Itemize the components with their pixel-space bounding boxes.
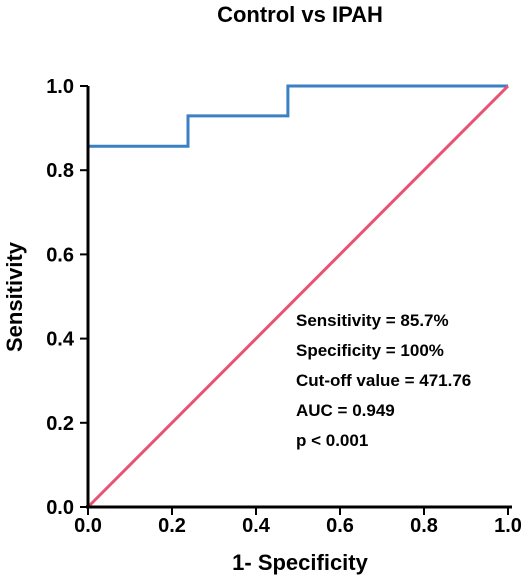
annotation-text: Cut-off value = 471.76 [296, 371, 471, 390]
annotation-text: AUC = 0.949 [296, 401, 395, 420]
x-tick-label: 0.8 [410, 515, 438, 537]
series-line-1 [86, 84, 510, 509]
x-tick-label: 0.0 [74, 515, 102, 537]
y-tick-label: 1.0 [46, 76, 74, 98]
y-ticks: 0.0 0.2 0.4 0.6 0.8 1.0 [46, 76, 88, 519]
x-tick-label: 0.2 [158, 515, 186, 537]
y-tick-label: 0.2 [46, 413, 74, 435]
x-tick-label: 0.4 [242, 515, 271, 537]
annotation-text: Sensitivity = 85.7% [296, 311, 449, 330]
y-tick-label: 0.0 [46, 497, 74, 519]
y-tick-label: 0.4 [46, 329, 75, 351]
x-tick-label: 0.6 [326, 515, 354, 537]
annotation-text: p < 0.001 [296, 431, 368, 450]
series-line-0 [88, 84, 508, 148]
y-tick-label: 0.8 [46, 160, 74, 182]
x-ticks: 0.0 0.2 0.4 0.6 0.8 1.0 [74, 507, 522, 537]
series-layer [86, 84, 510, 509]
annotation-text: Specificity = 100% [296, 341, 444, 360]
stats-annotations: Sensitivity = 85.7% Specificity = 100% Cut… [296, 311, 471, 450]
y-tick-label: 0.6 [46, 244, 74, 266]
x-tick-label: 1.0 [494, 515, 522, 537]
x-axis-label: 1- Specificity [232, 550, 368, 575]
chart-title: Control vs IPAH [217, 2, 383, 27]
y-axis-label: Sensitivity [2, 241, 27, 352]
